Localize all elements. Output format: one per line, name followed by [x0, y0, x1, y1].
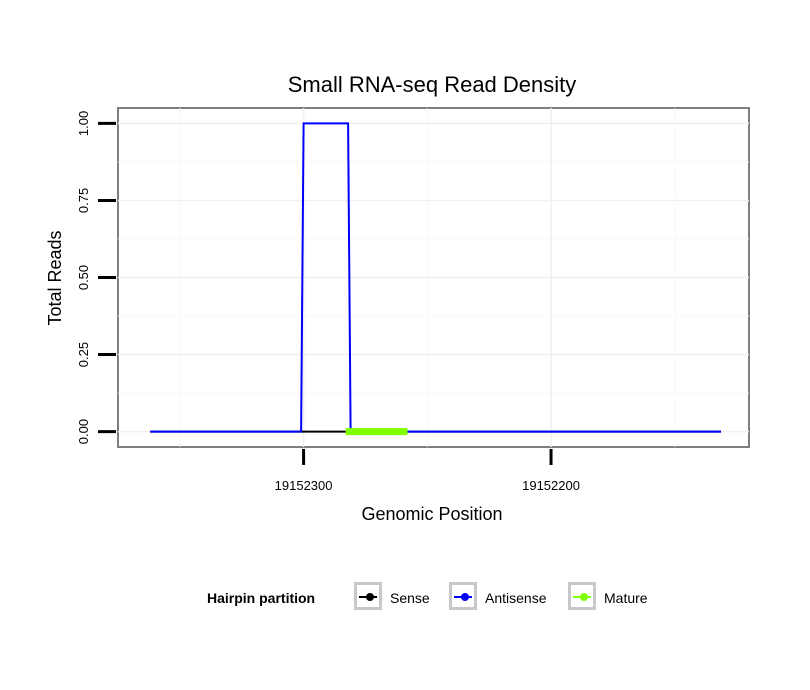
legend-label-antisense: Antisense — [485, 590, 547, 606]
series-layer — [150, 122, 721, 436]
y-axis-label: Total Reads — [45, 230, 65, 325]
legend-title: Hairpin partition — [207, 590, 316, 606]
y-tick-label: 0.25 — [76, 342, 91, 367]
legend: Hairpin partition Sense Antisense Mature — [0, 578, 810, 618]
y-tick-label: 1.00 — [76, 111, 91, 136]
legend-key-mature — [568, 582, 596, 610]
x-axis: 19152300 19152200 — [275, 449, 580, 493]
y-tick-label: 0.50 — [76, 265, 91, 290]
legend-label-sense: Sense — [390, 590, 430, 606]
y-axis: 0.00 0.25 0.50 0.75 1.00 — [76, 111, 116, 444]
legend-label-mature: Mature — [604, 590, 648, 606]
legend-key-antisense — [449, 582, 477, 610]
series-antisense-line — [150, 122, 721, 433]
y-tick-label: 0.75 — [76, 188, 91, 213]
x-tick-label: 19152200 — [522, 478, 580, 493]
chart-title: Small RNA-seq Read Density — [288, 72, 577, 97]
x-axis-label: Genomic Position — [361, 504, 502, 524]
legend-key-sense — [354, 582, 382, 610]
y-tick-label: 0.00 — [76, 419, 91, 444]
x-tick-label: 19152300 — [275, 478, 333, 493]
